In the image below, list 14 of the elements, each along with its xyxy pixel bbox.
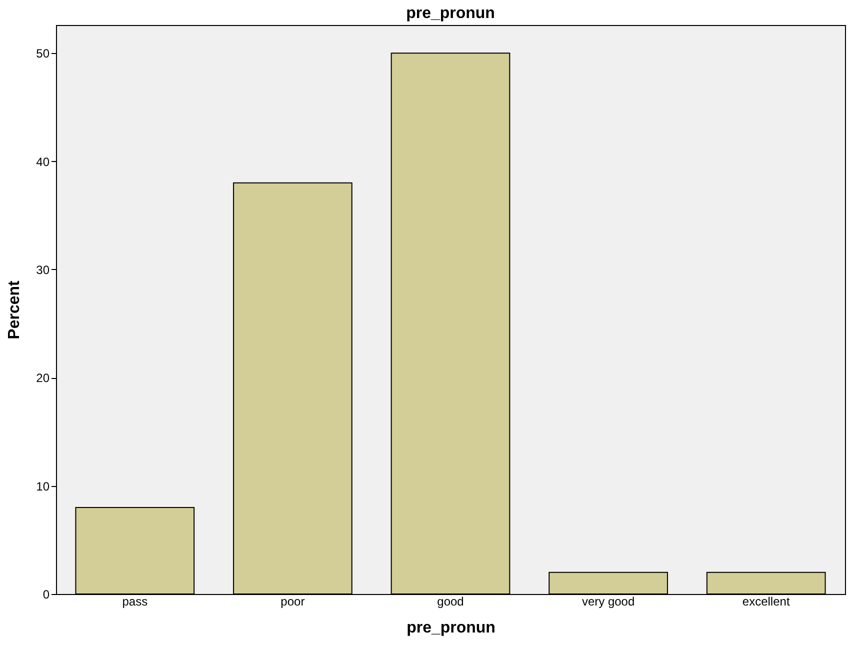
y-tick-label: 20	[36, 371, 50, 386]
x-tick-label: pass	[122, 594, 148, 608]
x-axis-title: pre_pronun	[406, 620, 496, 636]
y-tick-label: 0	[42, 588, 50, 602]
x-tick-label: poor	[280, 594, 305, 608]
x-tick-label: good	[437, 594, 464, 608]
x-tick-label: excellent	[742, 594, 790, 608]
chart-title: pre_pronun	[406, 5, 495, 22]
y-tick-label: 50	[36, 46, 50, 61]
y-tick-label: 40	[36, 154, 50, 169]
y-tick-label: 30	[36, 262, 50, 277]
y-axis-title: Percent	[6, 280, 24, 340]
y-tick-label: 10	[36, 479, 50, 494]
x-tick-label: very good	[582, 594, 635, 608]
